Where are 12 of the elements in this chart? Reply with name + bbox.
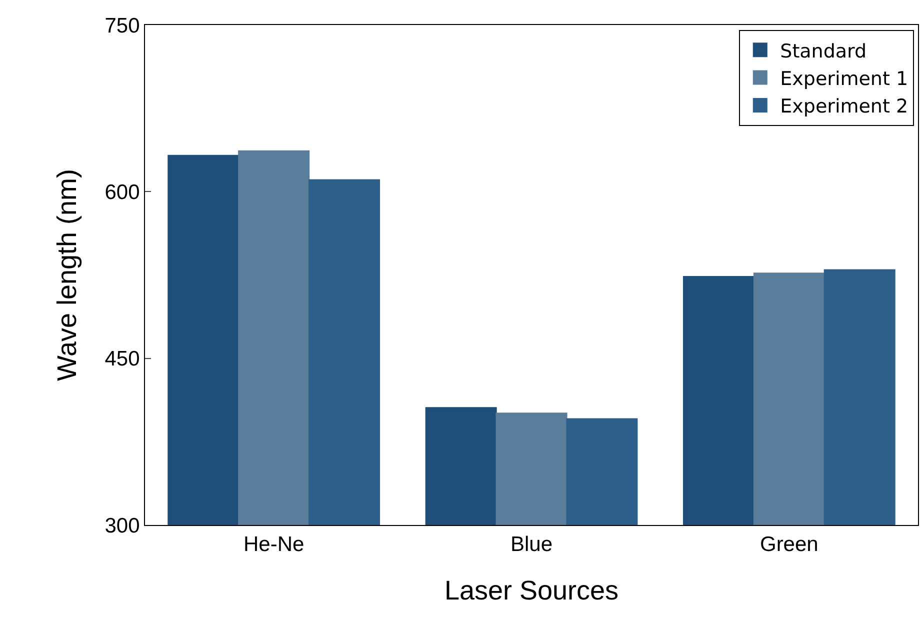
y-tick-label: 300 <box>104 514 140 538</box>
x-tick-label: Blue <box>510 533 553 556</box>
x-axis-title: Laser Sources <box>444 576 619 606</box>
y-tick-label: 750 <box>104 14 140 38</box>
x-tick-label: Green <box>760 533 818 556</box>
legend-label: Experiment 2 <box>780 96 908 118</box>
legend-label: Standard <box>780 40 867 62</box>
y-tick-label: 600 <box>104 181 140 204</box>
legend-label: Experiment 1 <box>780 68 908 90</box>
x-tick-label: He-Ne <box>243 533 304 556</box>
y-tick-label: 450 <box>104 348 140 371</box>
y-axis-title: Wave length (nm) <box>52 168 82 382</box>
